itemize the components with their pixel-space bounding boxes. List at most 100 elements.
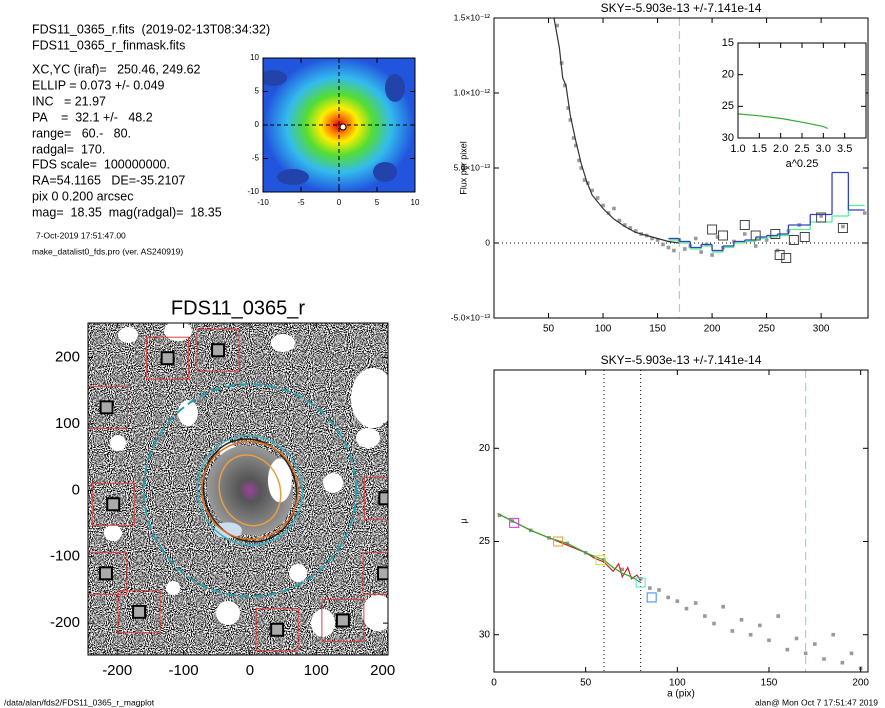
mask-box bbox=[91, 482, 135, 526]
square-marker bbox=[774, 250, 785, 260]
data-point bbox=[655, 238, 660, 242]
square-marker bbox=[750, 230, 761, 241]
mask-box bbox=[146, 336, 190, 380]
y-tick-label: -10 bbox=[247, 187, 259, 196]
x-tick-label: -200 bbox=[102, 662, 132, 679]
data-point bbox=[650, 236, 654, 241]
info-line: FDS scale= 100000000. bbox=[32, 157, 170, 171]
x-tick-label: -100 bbox=[169, 662, 199, 679]
data-point bbox=[776, 614, 780, 618]
x-tick-label: 2.5 bbox=[794, 143, 809, 155]
square-marker bbox=[788, 235, 799, 245]
data-point bbox=[819, 214, 823, 218]
info-line: PA = 32.1 +/- 48.2 bbox=[32, 110, 153, 124]
star-box bbox=[211, 343, 226, 358]
data-point bbox=[566, 106, 570, 110]
isophote bbox=[201, 440, 299, 540]
square-marker bbox=[635, 577, 646, 588]
y-tick-label: -5.0×10⁻¹³ bbox=[451, 312, 490, 322]
y-tick-label: -100 bbox=[50, 548, 80, 565]
square-marker bbox=[816, 212, 827, 223]
mask-blob bbox=[118, 327, 138, 343]
data-point bbox=[555, 23, 560, 28]
plot-frame bbox=[87, 322, 389, 656]
center bbox=[339, 123, 347, 131]
mask-blob bbox=[110, 435, 126, 451]
mask-box bbox=[362, 551, 388, 595]
y-axis-label: μ bbox=[458, 518, 468, 523]
data-point bbox=[767, 638, 771, 643]
data-point bbox=[666, 595, 670, 600]
data-point bbox=[675, 599, 680, 603]
y-tick-label: 25 bbox=[722, 100, 734, 112]
data-point bbox=[617, 218, 622, 223]
star-box bbox=[99, 400, 114, 415]
mask-blob bbox=[289, 564, 307, 582]
star-box bbox=[106, 497, 121, 512]
data-point bbox=[661, 242, 665, 247]
data-point bbox=[849, 651, 854, 656]
square-marker bbox=[553, 536, 564, 547]
x-tick-label: 10 bbox=[411, 198, 420, 207]
data-point bbox=[683, 247, 687, 251]
square-marker bbox=[781, 253, 792, 263]
chart: 0 50 100 150 200 20 25 30 SKY=-5.903e-13 +/-7.14… bbox=[458, 353, 869, 699]
square-marker bbox=[595, 555, 606, 566]
mask-blob bbox=[267, 458, 292, 503]
data-point bbox=[601, 203, 605, 208]
data-point bbox=[582, 178, 587, 182]
map-blob bbox=[385, 74, 405, 102]
mask-box bbox=[88, 385, 129, 429]
plot-background bbox=[738, 43, 866, 138]
data-point bbox=[822, 657, 826, 661]
star-box bbox=[377, 566, 388, 581]
info-line: mag= 18.35 mag(radgal)= 18.35 bbox=[32, 205, 222, 219]
mask-blob bbox=[271, 334, 295, 352]
y-tick-label: 20 bbox=[722, 69, 734, 81]
info-line: range= 60.- 80. bbox=[32, 126, 131, 140]
data-point bbox=[803, 651, 808, 656]
mask-blob bbox=[104, 525, 122, 541]
mask-box bbox=[255, 608, 299, 652]
data-point bbox=[712, 621, 716, 626]
plot-area bbox=[494, 18, 868, 318]
data-point bbox=[648, 586, 652, 590]
y-tick-label: 0 bbox=[72, 481, 80, 498]
footer-user: alan@ Mon Oct 7 17:51:47 2019 bbox=[755, 697, 878, 707]
y-tick-label: 1.0×10⁻¹² bbox=[454, 87, 491, 97]
x-axis-label: a^0.25 bbox=[786, 158, 819, 170]
y-tick-label: 30 bbox=[479, 629, 491, 640]
data-point bbox=[785, 647, 790, 652]
data-point bbox=[590, 188, 594, 193]
star-box bbox=[160, 351, 175, 366]
mask-blob bbox=[166, 581, 180, 595]
square-marker bbox=[509, 517, 520, 528]
y-tick-label: 10 bbox=[250, 53, 259, 62]
data-point bbox=[742, 232, 747, 236]
isophote bbox=[218, 454, 282, 527]
data-point bbox=[739, 618, 744, 622]
data-point bbox=[638, 576, 643, 581]
info-line: ELLIP = 0.073 +/- 0.049 bbox=[32, 78, 165, 92]
mask-blob bbox=[216, 601, 240, 625]
data-point bbox=[721, 604, 725, 609]
data-point bbox=[693, 601, 698, 605]
profile-line bbox=[497, 512, 642, 584]
x-tick-label: 100 bbox=[669, 678, 686, 689]
mask-box bbox=[88, 551, 128, 595]
x-tick-label: 150 bbox=[649, 324, 666, 335]
data-point bbox=[577, 158, 581, 163]
chart-title: FDS11_0365_r bbox=[171, 297, 306, 319]
data-point bbox=[730, 629, 735, 633]
square-marker bbox=[717, 230, 728, 241]
data-point bbox=[841, 224, 845, 229]
mask-box bbox=[363, 476, 388, 520]
data-point bbox=[699, 250, 703, 254]
y-tick-label: -200 bbox=[50, 614, 80, 631]
map-blob bbox=[373, 162, 397, 182]
y-tick-label: 20 bbox=[479, 443, 491, 454]
data-point bbox=[657, 588, 661, 592]
star-box bbox=[270, 622, 285, 637]
data-point bbox=[862, 211, 867, 215]
chart: 1.0 1.5 2.0 2.5 3.0 3.5 15 20 25 30 a^0.25 bbox=[722, 37, 867, 170]
